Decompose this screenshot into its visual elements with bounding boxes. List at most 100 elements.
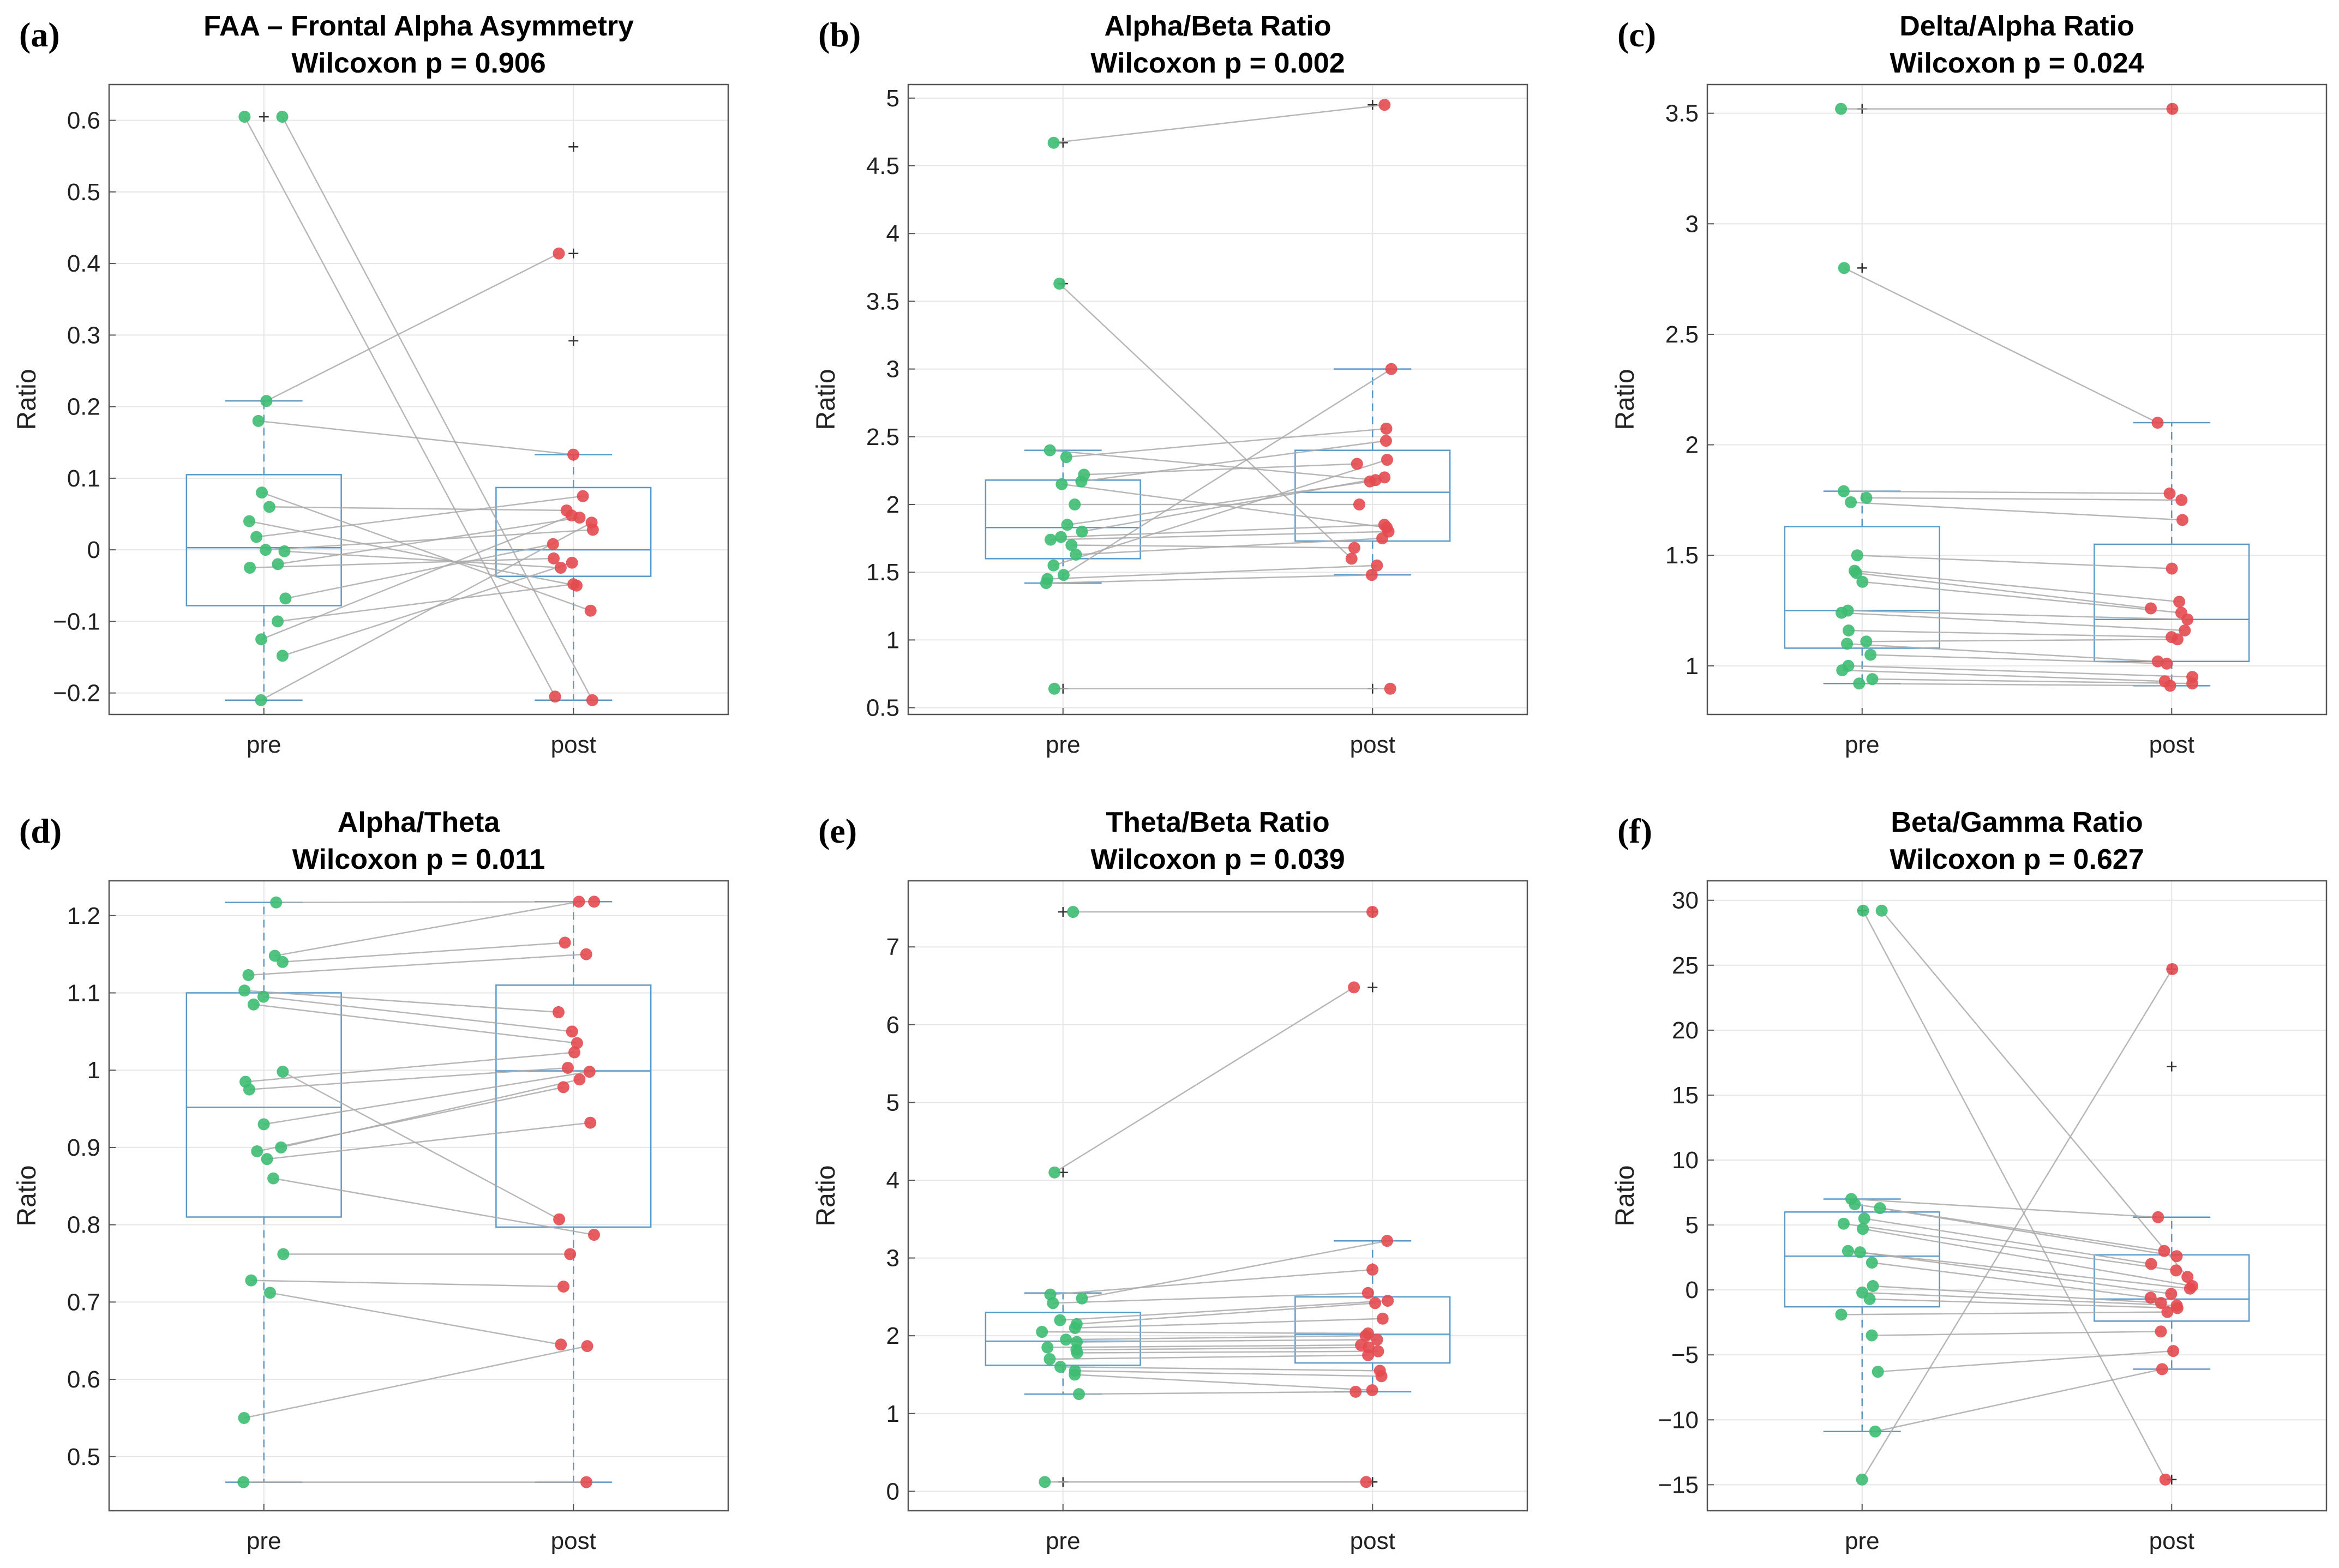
x-tick-label: pre: [1845, 731, 1880, 758]
paired-link: [244, 1345, 587, 1419]
pre-data-point: [276, 956, 289, 968]
y-tick-label: 1: [886, 627, 899, 653]
paired-link: [1053, 459, 1388, 566]
post-data-point: [547, 538, 559, 550]
y-tick-label: 2: [886, 1323, 899, 1349]
paired-link: [250, 557, 554, 569]
post-data-point: [1376, 532, 1389, 545]
pre-data-point: [1866, 1257, 1878, 1269]
pre-data-point: [1856, 575, 1869, 588]
paired-link: [1063, 368, 1392, 576]
x-tick-label: pre: [1046, 1528, 1081, 1554]
post-data-point: [553, 247, 565, 260]
post-data-point: [1376, 1312, 1389, 1325]
plot-frame: [108, 880, 729, 1512]
paired-link: [1075, 1374, 1372, 1391]
chart-title: FAA – Frontal Alpha Asymmetry: [203, 10, 634, 42]
paired-link: [256, 495, 583, 538]
y-tick-label: 20: [1672, 1017, 1699, 1044]
y-tick-label: 1.5: [866, 559, 899, 586]
post-data-point: [2161, 1306, 2174, 1318]
y-tick-label: −10: [1658, 1407, 1699, 1433]
pre-data-point: [1039, 1476, 1051, 1488]
y-tick-label: 4: [886, 220, 899, 247]
y-tick-label: 0: [1686, 1277, 1699, 1303]
post-data-point: [1381, 1235, 1393, 1247]
paired-link: [1079, 1391, 1356, 1395]
pre-data-point: [1857, 904, 1869, 917]
box-pre: [1784, 526, 1940, 649]
post-data-point: [1372, 1345, 1384, 1357]
post-data-point: [2161, 657, 2173, 670]
post-data-point: [1348, 542, 1360, 554]
post-data-point: [1371, 559, 1383, 572]
paired-link: [1866, 497, 2182, 501]
paired-link: [1059, 283, 1352, 560]
pre-data-point: [1854, 1246, 1866, 1259]
paired-link: [244, 989, 559, 1013]
paired-link: [1851, 501, 2183, 521]
post-data-point: [583, 1066, 596, 1078]
y-tick-label: 5: [886, 1089, 899, 1116]
post-data-point: [573, 1073, 586, 1086]
paired-link: [266, 253, 560, 402]
paired-link: [1082, 1240, 1388, 1299]
post-data-point: [1384, 682, 1396, 695]
pre-data-point: [1043, 1353, 1056, 1365]
post-data-point: [586, 694, 598, 706]
post-data-point: [573, 896, 585, 908]
post-data-point: [2166, 963, 2179, 975]
pre-data-point: [276, 111, 289, 123]
paired-link: [284, 550, 561, 569]
pre-data-point: [1872, 1366, 1884, 1378]
chart-title: Beta/Gamma Ratio: [1891, 807, 2143, 838]
paired-link: [1847, 643, 2158, 662]
paired-link: [269, 506, 567, 512]
panel-label: (a): [19, 15, 60, 54]
paired-link: [1049, 1354, 1369, 1360]
paired-link: [245, 1052, 575, 1083]
pre-data-point: [1055, 478, 1068, 490]
plot-frame: [1706, 83, 2328, 716]
chart-title: Alpha/Beta Ratio: [1104, 10, 1331, 42]
paired-link: [1843, 490, 2170, 494]
pre-data-point: [250, 531, 263, 543]
pre-data-point: [1065, 539, 1078, 551]
paired-link: [1075, 1318, 1383, 1329]
paired-link: [1856, 572, 2151, 609]
post-data-point: [2163, 487, 2176, 500]
y-tick-label: 3: [1686, 211, 1699, 237]
post-data-point: [2158, 1245, 2170, 1257]
y-tick-label: 7: [886, 934, 899, 960]
pre-data-point: [1057, 569, 1070, 581]
panel-label: (f): [1617, 812, 1652, 850]
y-tick-label: 0.1: [67, 465, 100, 492]
post-data-point: [2171, 633, 2184, 646]
paired-link: [1844, 267, 2158, 424]
post-data-point: [1350, 1385, 1362, 1398]
post-data-point: [2151, 417, 2164, 429]
pre-data-point: [1069, 498, 1081, 510]
paired-link: [273, 1177, 595, 1236]
pre-data-point: [267, 1172, 280, 1185]
post-data-point: [1380, 422, 1393, 435]
paired-link: [249, 1067, 568, 1090]
pre-data-point: [1849, 1198, 1861, 1210]
pre-data-point: [260, 395, 273, 407]
outlier-marker: [1368, 982, 1378, 993]
paired-link: [244, 116, 556, 697]
paired-link: [1050, 531, 1389, 540]
pre-data-point: [1845, 496, 1857, 508]
pre-data-point: [1838, 262, 1850, 274]
paired-link: [1862, 910, 2166, 1480]
paired-link: [1075, 1370, 1382, 1377]
chart-subtitle: Wilcoxon p = 0.011: [292, 844, 545, 875]
post-data-point: [2170, 1250, 2183, 1263]
y-tick-label: 1: [1686, 653, 1699, 680]
paired-link: [278, 516, 580, 565]
pre-data-point: [263, 501, 275, 513]
chart-title: Delta/Alpha Ratio: [1899, 10, 2134, 42]
chart-subtitle: Wilcoxon p = 0.002: [1090, 47, 1345, 79]
pre-data-point: [272, 558, 284, 570]
chart-panel-f: (f) Beta/Gamma Ratio Wilcoxon p = 0.627 −15…: [1611, 807, 2328, 1554]
